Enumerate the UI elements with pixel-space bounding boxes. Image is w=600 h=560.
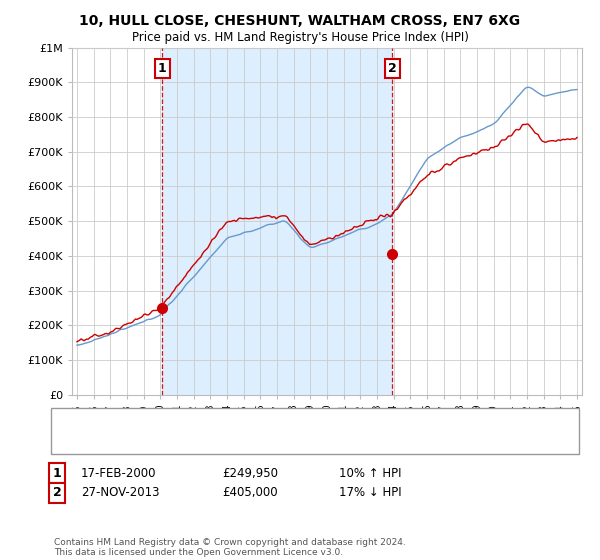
Text: HPI: Average price, detached house, Broxbourne: HPI: Average price, detached house, Brox… xyxy=(99,435,352,445)
Text: Contains HM Land Registry data © Crown copyright and database right 2024.
This d: Contains HM Land Registry data © Crown c… xyxy=(54,538,406,557)
Text: 1: 1 xyxy=(158,62,167,75)
Text: 10, HULL CLOSE, CHESHUNT, WALTHAM CROSS, EN7 6XG (detached house): 10, HULL CLOSE, CHESHUNT, WALTHAM CROSS,… xyxy=(99,417,491,427)
Text: 10% ↑ HPI: 10% ↑ HPI xyxy=(339,466,401,480)
Text: £405,000: £405,000 xyxy=(222,486,278,500)
Text: 1: 1 xyxy=(53,466,61,480)
Bar xyxy=(163,48,392,395)
Text: 17-FEB-2000: 17-FEB-2000 xyxy=(81,466,157,480)
Text: 17% ↓ HPI: 17% ↓ HPI xyxy=(339,486,401,500)
Text: £249,950: £249,950 xyxy=(222,466,278,480)
Text: 27-NOV-2013: 27-NOV-2013 xyxy=(81,486,160,500)
Text: 10, HULL CLOSE, CHESHUNT, WALTHAM CROSS, EN7 6XG: 10, HULL CLOSE, CHESHUNT, WALTHAM CROSS,… xyxy=(79,14,521,28)
Text: Price paid vs. HM Land Registry's House Price Index (HPI): Price paid vs. HM Land Registry's House … xyxy=(131,31,469,44)
Text: 2: 2 xyxy=(388,62,397,75)
Text: 2: 2 xyxy=(53,486,61,500)
